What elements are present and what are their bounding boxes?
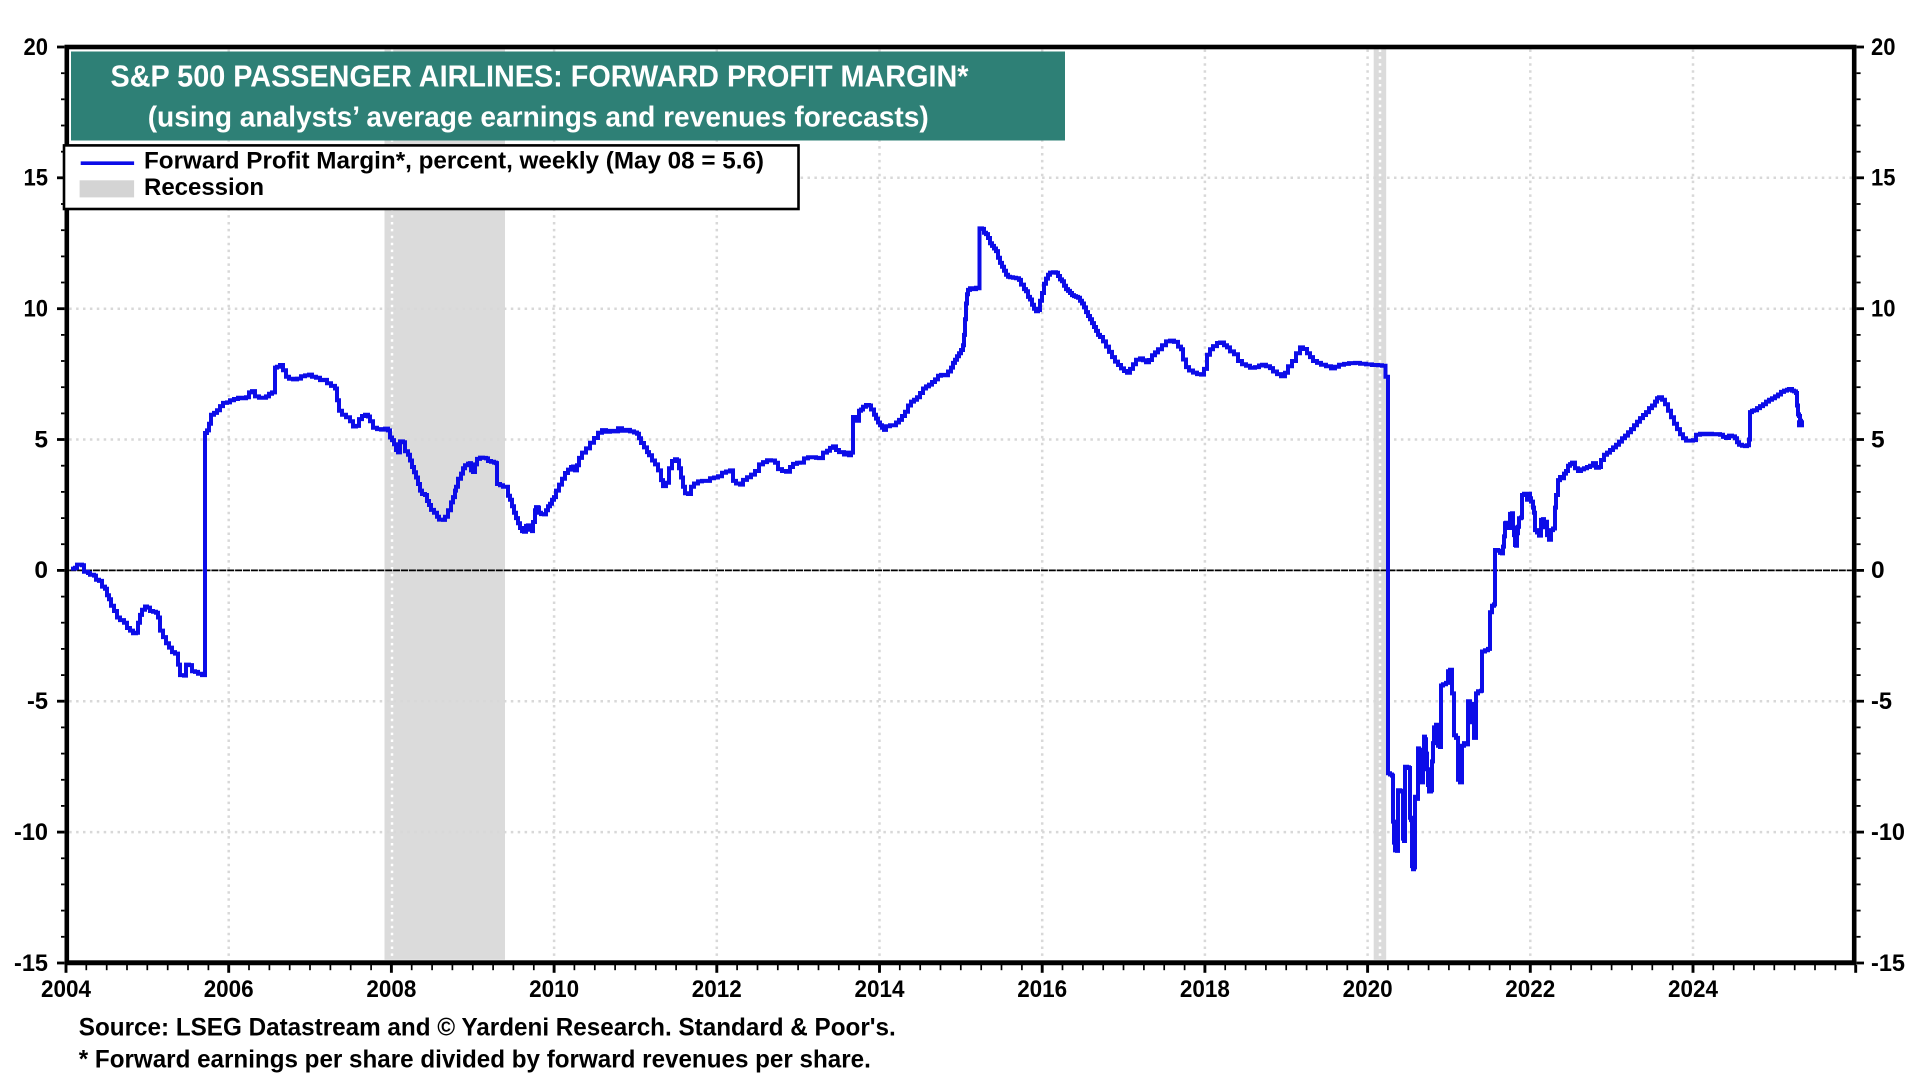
- svg-text:-15: -15: [1871, 950, 1905, 977]
- svg-text:0: 0: [34, 557, 48, 584]
- svg-text:10: 10: [1871, 296, 1896, 323]
- svg-text:15: 15: [24, 165, 49, 192]
- svg-text:Recession: Recession: [144, 174, 264, 201]
- svg-text:2008: 2008: [366, 976, 416, 1003]
- svg-text:20: 20: [1871, 34, 1896, 61]
- svg-text:5: 5: [34, 426, 48, 453]
- svg-text:-10: -10: [1871, 819, 1905, 846]
- svg-text:(using analysts’ average earni: (using analysts’ average earnings and re…: [148, 102, 929, 134]
- svg-text:2012: 2012: [692, 976, 742, 1003]
- svg-text:-15: -15: [14, 950, 48, 977]
- svg-text:2016: 2016: [1017, 976, 1067, 1003]
- svg-text:5: 5: [1871, 426, 1885, 453]
- svg-text:-10: -10: [14, 819, 48, 846]
- svg-text:-5: -5: [27, 688, 48, 715]
- svg-text:2004: 2004: [41, 976, 91, 1003]
- svg-text:-5: -5: [1871, 688, 1892, 715]
- svg-text:15: 15: [1871, 165, 1896, 192]
- svg-text:2020: 2020: [1343, 976, 1393, 1003]
- svg-text:10: 10: [24, 296, 49, 323]
- svg-text:S&P 500 PASSENGER AIRLINES: FO: S&P 500 PASSENGER AIRLINES: FORWARD PROF…: [111, 60, 969, 94]
- svg-text:Forward Profit Margin*, percen: Forward Profit Margin*, percent, weekly …: [144, 148, 764, 175]
- svg-text:0: 0: [1871, 557, 1885, 584]
- svg-text:2010: 2010: [529, 976, 579, 1003]
- svg-text:2006: 2006: [204, 976, 254, 1003]
- svg-text:2024: 2024: [1668, 976, 1718, 1003]
- svg-text:Source: LSEG Datastream and ©: Source: LSEG Datastream and © Yardeni Re…: [79, 1014, 896, 1042]
- svg-text:2014: 2014: [855, 976, 905, 1003]
- svg-text:2022: 2022: [1505, 976, 1555, 1003]
- svg-text:* Forward earnings per share d: * Forward earnings per share divided by …: [79, 1046, 871, 1074]
- svg-text:20: 20: [24, 34, 49, 61]
- svg-text:2018: 2018: [1180, 976, 1230, 1003]
